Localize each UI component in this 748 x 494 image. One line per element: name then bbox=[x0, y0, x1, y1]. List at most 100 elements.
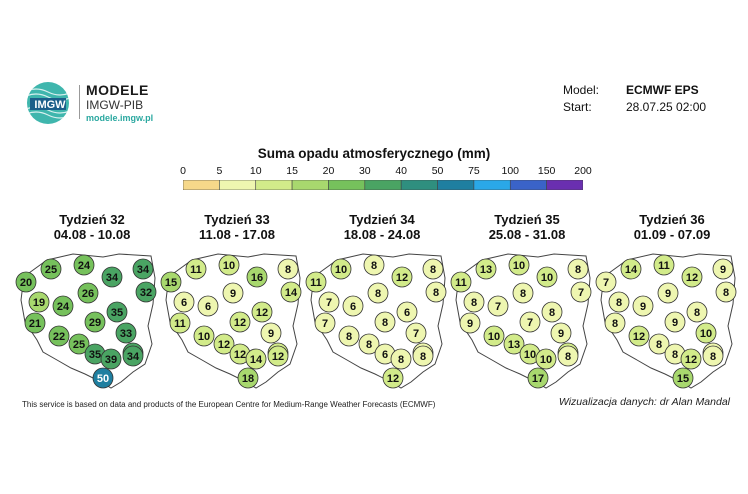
station-circle bbox=[657, 282, 679, 304]
legend-label: 10 bbox=[249, 165, 262, 177]
station-label: 9 bbox=[558, 328, 564, 340]
week-name: Tydzień 34 bbox=[349, 212, 415, 227]
station-circle bbox=[101, 266, 123, 288]
station-label: 32 bbox=[140, 287, 152, 299]
station-value: 8 bbox=[412, 345, 434, 367]
station-label: 20 bbox=[20, 277, 32, 289]
station-value: 24 bbox=[52, 295, 74, 317]
station-label: 8 bbox=[398, 354, 404, 366]
station-value: 8 bbox=[358, 333, 380, 355]
station-circle bbox=[358, 333, 380, 355]
station-label: 25 bbox=[45, 264, 57, 276]
logo-url[interactable]: modele.imgw.pl bbox=[86, 113, 154, 123]
legend-label: 200 bbox=[574, 165, 592, 177]
footer-credit: Wizualizacja danych: dr Alan Mandal bbox=[558, 396, 730, 408]
station-circle bbox=[508, 254, 530, 276]
station-label: 9 bbox=[268, 328, 274, 340]
station-value: 35 bbox=[84, 343, 106, 365]
station-value: 12 bbox=[681, 266, 703, 288]
station-label: 8 bbox=[346, 331, 352, 343]
station-circle bbox=[412, 345, 434, 367]
station-value: 9 bbox=[712, 258, 734, 280]
week-dates: 25.08 - 31.08 bbox=[488, 227, 566, 242]
station-circle bbox=[686, 301, 708, 323]
week-header: Tydzień 34 18.08 - 24.08 bbox=[312, 212, 452, 242]
station-value: 6 bbox=[396, 301, 418, 323]
station-circle bbox=[567, 258, 589, 280]
station-label: 34 bbox=[106, 272, 119, 284]
station-value: 8 bbox=[604, 312, 626, 334]
station-label: 10 bbox=[541, 272, 553, 284]
station-circle bbox=[100, 348, 122, 370]
station-circle bbox=[680, 348, 702, 370]
station-value: 12 bbox=[391, 266, 413, 288]
station-value: 7 bbox=[487, 295, 509, 317]
station-circle bbox=[73, 254, 95, 276]
station-circle bbox=[405, 322, 427, 344]
station-circle bbox=[672, 367, 694, 389]
station-value: 10 bbox=[483, 325, 505, 347]
legend-label: 15 bbox=[286, 165, 298, 177]
legend-label: 40 bbox=[395, 165, 408, 177]
station-label: 8 bbox=[656, 339, 662, 351]
station-circle bbox=[213, 333, 235, 355]
station-label: 25 bbox=[73, 339, 85, 351]
poland-map: 131010811788789791012131010817 bbox=[450, 253, 592, 389]
station-label: 34 bbox=[137, 264, 150, 276]
station-value: 15 bbox=[672, 367, 694, 389]
station-label: 9 bbox=[720, 264, 726, 276]
station-value: 12 bbox=[628, 325, 650, 347]
station-circle bbox=[608, 291, 630, 313]
station-label: 12 bbox=[633, 331, 645, 343]
legend-swatch bbox=[546, 180, 583, 190]
station-value: 21 bbox=[24, 312, 46, 334]
station-label: 12 bbox=[234, 349, 246, 361]
station-label: 7 bbox=[413, 328, 419, 340]
station-label: 17 bbox=[532, 373, 544, 385]
station-value: 7 bbox=[318, 291, 340, 313]
station-value: 10 bbox=[695, 322, 717, 344]
station-circle bbox=[169, 312, 191, 334]
station-label: 13 bbox=[508, 339, 520, 351]
station-label: 8 bbox=[612, 318, 618, 330]
station-circle bbox=[712, 258, 734, 280]
station-value: 10 bbox=[330, 258, 352, 280]
station-label: 14 bbox=[625, 264, 638, 276]
station-label: 8 bbox=[382, 317, 388, 329]
legend-label: 0 bbox=[180, 165, 186, 177]
station-value: 9 bbox=[459, 312, 481, 334]
station-label: 12 bbox=[256, 307, 268, 319]
station-circle bbox=[246, 266, 268, 288]
station-circle bbox=[84, 311, 106, 333]
station-label: 8 bbox=[565, 351, 571, 363]
station-label: 8 bbox=[430, 264, 436, 276]
station-circle bbox=[197, 295, 219, 317]
legend-swatch bbox=[364, 180, 402, 190]
week-name: Tydzień 36 bbox=[639, 212, 705, 227]
legend-label: 20 bbox=[322, 165, 335, 177]
model-info: Model: ECMWF EPS Start: 28.07.25 02:00 bbox=[563, 82, 706, 116]
station-label: 22 bbox=[53, 331, 65, 343]
station-label: 8 bbox=[285, 264, 291, 276]
station-value: 12 bbox=[229, 311, 251, 333]
week-dates: 01.09 - 07.09 bbox=[633, 227, 711, 242]
station-value: 12 bbox=[680, 348, 702, 370]
station-label: 35 bbox=[111, 307, 123, 319]
station-label: 6 bbox=[382, 349, 388, 361]
station-circle bbox=[106, 301, 128, 323]
station-value: 34 bbox=[122, 345, 144, 367]
station-circle bbox=[620, 258, 642, 280]
station-circle bbox=[48, 325, 70, 347]
station-label: 8 bbox=[375, 288, 381, 300]
station-label: 7 bbox=[495, 301, 501, 313]
station-label: 6 bbox=[205, 301, 211, 313]
station-value: 8 bbox=[363, 254, 385, 276]
station-value: 8 bbox=[702, 345, 724, 367]
logo-title: MODELE bbox=[86, 82, 149, 98]
station-label: 7 bbox=[603, 277, 609, 289]
station-circle bbox=[527, 367, 549, 389]
station-label: 6 bbox=[181, 297, 187, 309]
station-circle bbox=[695, 322, 717, 344]
station-value: 16 bbox=[246, 266, 268, 288]
legend-label: 150 bbox=[537, 165, 556, 177]
